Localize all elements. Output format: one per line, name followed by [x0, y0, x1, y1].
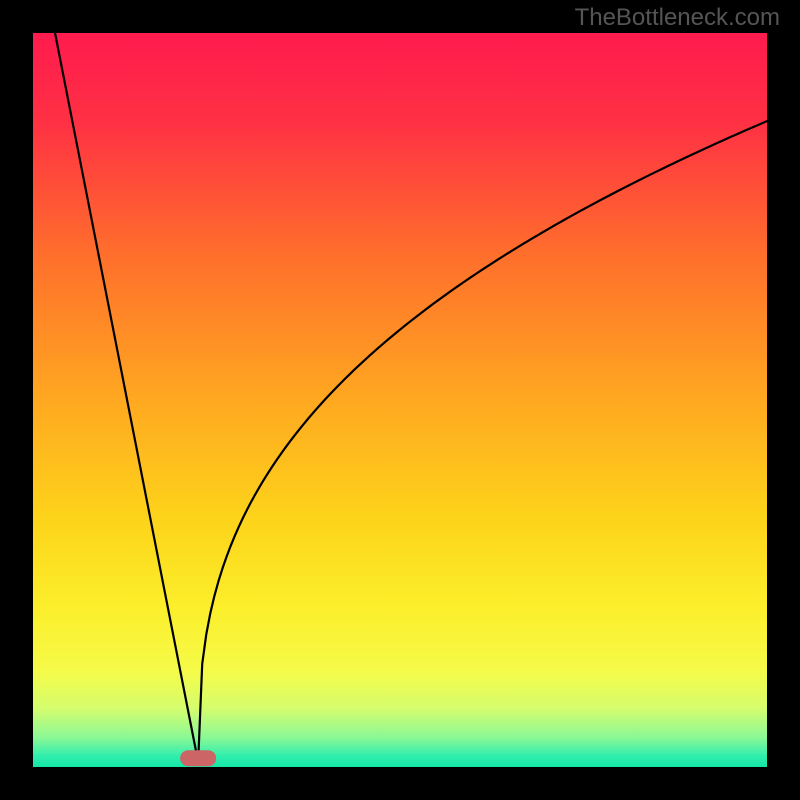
plot-background	[33, 33, 767, 767]
chart-container: TheBottleneck.com	[0, 0, 800, 800]
bottleneck-chart	[0, 0, 800, 800]
optimum-marker	[180, 750, 216, 766]
watermark-text: TheBottleneck.com	[575, 4, 780, 32]
